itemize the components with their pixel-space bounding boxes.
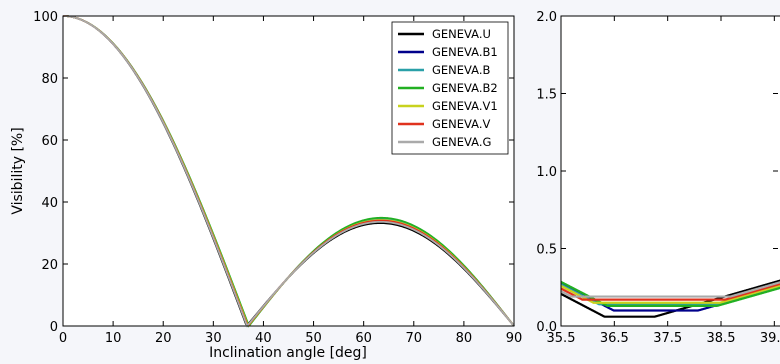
main-series-group bbox=[62, 15, 515, 328]
main-y-axis-label: Visibility [%] bbox=[10, 127, 26, 214]
legend-entry-label: GENEVA.U bbox=[432, 27, 491, 41]
zoom-series-line bbox=[560, 282, 780, 301]
legend: GENEVA.U GENEVA.B1 GENEVA.B GENEVA.B2 GENEVA… bbox=[391, 21, 509, 155]
zoom-y-tick-label: 1.0 bbox=[536, 165, 557, 180]
main-x-axis-label: Inclination angle [deg] bbox=[209, 345, 367, 361]
legend-entry-label: GENEVA.G bbox=[432, 135, 491, 149]
main-x-tick-label: 80 bbox=[456, 331, 473, 346]
zoom-x-tick-label: 37.5 bbox=[653, 331, 682, 346]
main-y-tick-label: 80 bbox=[41, 72, 58, 87]
main-series-line bbox=[62, 15, 515, 328]
main-x-tick-label: 90 bbox=[506, 331, 523, 346]
zoom-series-line bbox=[560, 284, 780, 304]
zoom-series-group bbox=[560, 279, 780, 318]
legend-entry-label: GENEVA.B bbox=[432, 63, 490, 77]
main-y-tick-label: 0 bbox=[50, 320, 58, 335]
zoom-x-tick-label: 36.5 bbox=[600, 331, 629, 346]
zoom-plot-background bbox=[561, 16, 780, 326]
main-x-tick-label: 10 bbox=[105, 331, 122, 346]
zoom-x-tick-label: 39.5 bbox=[760, 331, 780, 346]
zoom-y-tick-label: 1.5 bbox=[536, 88, 557, 103]
legend-entry-label: GENEVA.B2 bbox=[432, 81, 498, 95]
main-y-tick-label: 100 bbox=[33, 10, 58, 25]
main-x-tick-label: 50 bbox=[305, 331, 322, 346]
legend-entry-label: GENEVA.V1 bbox=[432, 99, 498, 113]
main-plot-frame bbox=[62, 15, 515, 327]
legend-entry-label: GENEVA.B1 bbox=[432, 45, 498, 59]
main-panel: 0 10 20 30 40 50 60 70 80 90 0 20 40 60 80 100 Inclinat… bbox=[10, 10, 522, 361]
zoom-series-line bbox=[560, 281, 780, 298]
main-y-tick-label: 20 bbox=[41, 258, 58, 273]
main-x-tick-label: 20 bbox=[155, 331, 172, 346]
zoom-panel: 35.5 36.5 37.5 38.5 39.5 0.0 0.5 1.0 1.5 2.0 bbox=[536, 10, 780, 346]
main-x-tick-label: 30 bbox=[205, 331, 222, 346]
main-y-tick-label: 60 bbox=[41, 134, 58, 149]
main-y-tick-label: 40 bbox=[41, 196, 58, 211]
main-x-tick-label: 70 bbox=[406, 331, 423, 346]
zoom-y-tick-label: 0.0 bbox=[536, 320, 557, 335]
main-x-tick-label: 0 bbox=[59, 331, 67, 346]
zoom-y-tick-label: 0.5 bbox=[536, 243, 557, 258]
zoom-x-tick-label: 35.5 bbox=[547, 331, 576, 346]
zoom-y-tick-label: 2.0 bbox=[536, 10, 557, 25]
zoom-series-line bbox=[560, 279, 780, 318]
zoom-x-tick-label: 38.5 bbox=[707, 331, 736, 346]
main-axis-ticks: 0 10 20 30 40 50 60 70 80 90 0 20 40 60 80 100 bbox=[33, 10, 522, 346]
main-x-tick-label: 60 bbox=[355, 331, 372, 346]
main-x-tick-label: 40 bbox=[255, 331, 272, 346]
legend-entry-label: GENEVA.V bbox=[432, 117, 490, 131]
zoom-axis-ticks: 35.5 36.5 37.5 38.5 39.5 0.0 0.5 1.0 1.5 2.0 bbox=[536, 10, 780, 346]
